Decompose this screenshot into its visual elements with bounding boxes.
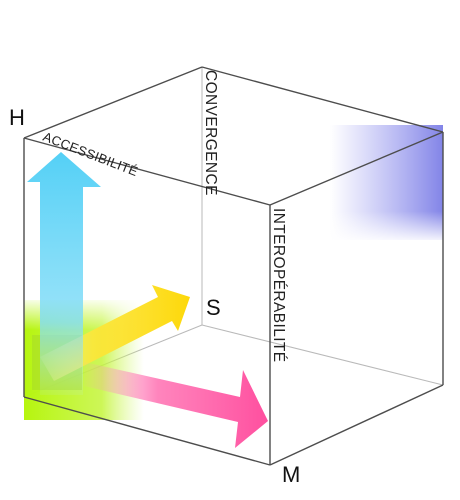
axis-letter-m: M [282,462,301,487]
visible-edges [23,66,444,466]
label-convergence: CONVERGENCE [202,70,219,196]
arrow-m [84,362,268,448]
axis-letter-h: H [9,105,25,130]
arrow-h [27,152,101,395]
axis-letter-s: S [206,295,221,320]
back-shade-fade [330,125,443,240]
label-interoperabilite: INTEROPÉRABILITÉ [270,208,287,363]
